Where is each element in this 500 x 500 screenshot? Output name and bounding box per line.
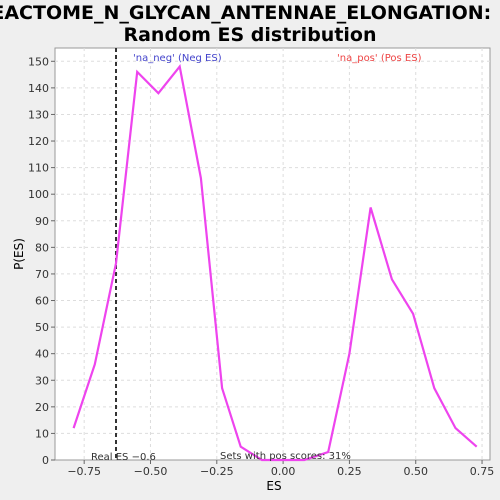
chart-title: REACTOME_N_GLYCAN_ANTENNAE_ELONGATION: xyxy=(0,2,491,24)
y-tick-label: 140 xyxy=(28,82,49,95)
y-axis-label: P(ES) xyxy=(12,238,26,270)
x-axis-ticks: −0.75 −0.50 −0.25 0.00 0.25 0.50 0.75 xyxy=(67,460,494,478)
y-tick-label: 40 xyxy=(35,348,49,361)
y-tick-label: 20 xyxy=(35,401,49,414)
y-tick-label: 150 xyxy=(28,55,49,68)
x-tick-label: −0.25 xyxy=(200,465,234,478)
y-tick-label: 80 xyxy=(35,241,49,254)
y-axis-ticks: 0 10 20 30 40 50 60 70 80 90 100 110 120 130 140 150 xyxy=(28,55,55,467)
y-tick-label: 30 xyxy=(35,374,49,387)
real-es-label: Real ES −0.6 xyxy=(91,452,156,463)
y-tick-label: 130 xyxy=(28,108,49,121)
pos-scores-label: Sets with pos scores: 31% xyxy=(220,451,351,462)
y-tick-label: 70 xyxy=(35,268,49,281)
chart-subtitle: Random ES distribution xyxy=(123,24,376,46)
plot-area xyxy=(54,47,491,461)
x-axis-label: ES xyxy=(266,479,281,493)
x-tick-label: 0.75 xyxy=(470,465,495,478)
x-tick-label: −0.75 xyxy=(67,465,101,478)
y-tick-label: 90 xyxy=(35,215,49,228)
y-tick-label: 100 xyxy=(28,188,49,201)
x-tick-label: 0.25 xyxy=(337,465,362,478)
y-tick-label: 50 xyxy=(35,321,49,334)
y-tick-label: 0 xyxy=(42,454,49,467)
x-tick-label: −0.50 xyxy=(134,465,168,478)
x-tick-label: 0.50 xyxy=(403,465,428,478)
y-tick-label: 110 xyxy=(28,162,49,175)
neg-es-label: 'na_neg' (Neg ES) xyxy=(133,53,222,64)
y-tick-label: 10 xyxy=(35,427,49,440)
x-tick-label: 0.00 xyxy=(271,465,296,478)
y-tick-label: 60 xyxy=(35,295,49,308)
es-distribution-line xyxy=(72,64,478,462)
pos-es-label: 'na_pos' (Pos ES) xyxy=(337,53,422,64)
y-tick-label: 120 xyxy=(28,135,49,148)
